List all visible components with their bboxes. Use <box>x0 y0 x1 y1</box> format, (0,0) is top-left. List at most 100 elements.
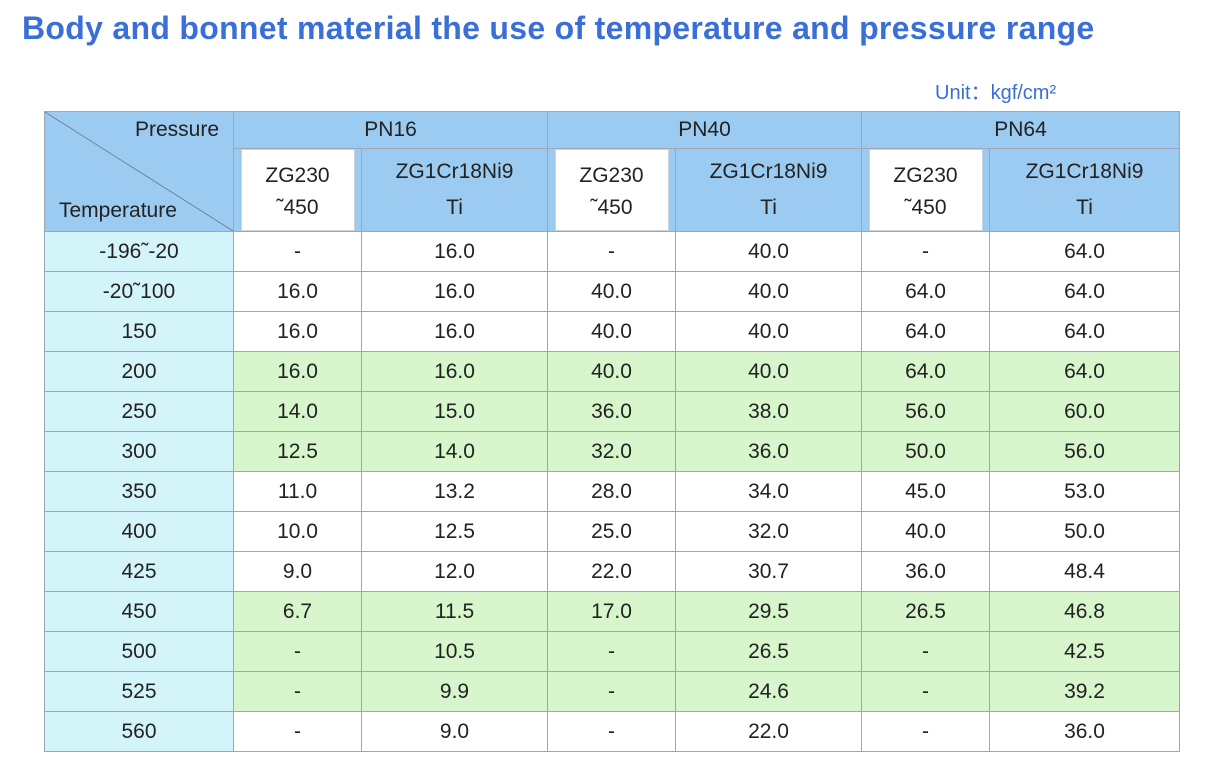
material-line-1: ZG1Cr18Ni9 <box>395 160 514 183</box>
group-header-pn64: PN64 <box>861 111 1180 149</box>
pressure-value-cell: - <box>233 631 362 672</box>
table-row: 400 10.0 12.5 25.0 32.0 40.0 50.0 <box>44 511 1180 552</box>
pressure-value-cell: 38.0 <box>675 391 862 432</box>
pressure-value-cell: 46.8 <box>989 591 1180 632</box>
group-header-pn16: PN16 <box>233 111 548 149</box>
pressure-value-cell: - <box>861 671 990 712</box>
pressure-value-cell: 17.0 <box>547 591 676 632</box>
pressure-value-cell: 56.0 <box>861 391 990 432</box>
unit-label: Unit：kgf/cm² <box>935 82 1057 104</box>
diagonal-divider <box>45 112 233 231</box>
material-header: ZG1Cr18Ni9 Ti <box>361 148 548 232</box>
pressure-value-cell: 40.0 <box>675 311 862 352</box>
pressure-value-cell: - <box>861 631 990 672</box>
table-row: 350 11.0 13.2 28.0 34.0 45.0 53.0 <box>44 471 1180 512</box>
temperature-cell: 450 <box>44 591 234 632</box>
pressure-value-cell: 40.0 <box>675 271 862 312</box>
material-line-1: ZG230 <box>265 164 330 187</box>
table-row: 560-9.0-22.0-36.0 <box>44 711 1180 752</box>
table-row: -196˜-20-16.0-40.0-64.0 <box>44 231 1180 272</box>
temperature-cell: 560 <box>44 711 234 752</box>
table-row: 425 9.0 12.0 22.0 30.7 36.0 48.4 <box>44 551 1180 592</box>
table-row: 525-9.9-24.6-39.2 <box>44 671 1180 712</box>
temperature-cell: -196˜-20 <box>44 231 234 272</box>
temperature-cell: 200 <box>44 351 234 392</box>
pressure-value-cell: 32.0 <box>675 511 862 552</box>
pressure-value-cell: 16.0 <box>233 271 362 312</box>
pressure-value-cell: 11.5 <box>361 591 548 632</box>
table-row: 250 14.0 15.0 36.0 38.0 56.0 60.0 <box>44 391 1180 432</box>
pressure-value-cell: 40.0 <box>547 311 676 352</box>
pressure-value-cell: 12.5 <box>233 431 362 472</box>
pressure-value-cell: - <box>233 671 362 712</box>
page-title: Body and bonnet material the use of temp… <box>22 10 1095 46</box>
pressure-value-cell: 40.0 <box>547 271 676 312</box>
material-line-2: Ti <box>446 196 463 219</box>
pressure-value-cell: - <box>233 231 362 272</box>
material-header: ZG230 ˜450 <box>233 148 362 232</box>
pressure-value-cell: 24.6 <box>675 671 862 712</box>
pressure-value-cell: - <box>547 711 676 752</box>
pressure-value-cell: 14.0 <box>233 391 362 432</box>
temperature-cell: 350 <box>44 471 234 512</box>
pressure-value-cell: 16.0 <box>361 311 548 352</box>
material-line-1: ZG1Cr18Ni9 <box>709 160 828 183</box>
pressure-value-cell: 64.0 <box>861 311 990 352</box>
table-row: 150 16.0 16.0 40.0 40.0 64.0 64.0 <box>44 311 1180 352</box>
corner-temperature-label: Temperature <box>59 199 177 222</box>
pressure-value-cell: 36.0 <box>675 431 862 472</box>
pressure-value-cell: 14.0 <box>361 431 548 472</box>
table-row: 200 16.0 16.0 40.0 40.0 64.0 64.0 <box>44 351 1180 392</box>
pressure-value-cell: 9.9 <box>361 671 548 712</box>
pressure-value-cell: 40.0 <box>675 231 862 272</box>
pressure-value-cell: 16.0 <box>361 231 548 272</box>
temperature-cell: 525 <box>44 671 234 712</box>
temperature-cell: -20˜100 <box>44 271 234 312</box>
pressure-value-cell: 11.0 <box>233 471 362 512</box>
table-row: 300 12.5 14.0 32.0 36.0 50.0 56.0 <box>44 431 1180 472</box>
material-line-1: ZG1Cr18Ni9 <box>1025 160 1144 183</box>
material-header: ZG1Cr18Ni9 Ti <box>675 148 862 232</box>
temperature-cell: 400 <box>44 511 234 552</box>
pressure-value-cell: 48.4 <box>989 551 1180 592</box>
material-line-1: ZG230 <box>579 164 644 187</box>
pressure-value-cell: 50.0 <box>989 511 1180 552</box>
pressure-temperature-table: Pressure Temperature PN16 PN40 PN64 ZG23… <box>44 111 1180 752</box>
pressure-value-cell: 40.0 <box>547 351 676 392</box>
pressure-value-cell: 22.0 <box>547 551 676 592</box>
pressure-value-cell: 40.0 <box>675 351 862 392</box>
material-line-1: ZG230 <box>893 164 958 187</box>
group-header-pn40: PN40 <box>547 111 862 149</box>
pressure-value-cell: - <box>861 231 990 272</box>
pressure-value-cell: 42.5 <box>989 631 1180 672</box>
pressure-value-cell: 30.7 <box>675 551 862 592</box>
pressure-value-cell: 64.0 <box>861 351 990 392</box>
pressure-value-cell: 22.0 <box>675 711 862 752</box>
pressure-value-cell: 40.0 <box>861 511 990 552</box>
pressure-value-cell: 16.0 <box>233 311 362 352</box>
pressure-value-cell: 34.0 <box>675 471 862 512</box>
pressure-value-cell: 64.0 <box>989 311 1180 352</box>
temperature-cell: 250 <box>44 391 234 432</box>
temperature-cell: 300 <box>44 431 234 472</box>
pressure-value-cell: 16.0 <box>361 271 548 312</box>
pressure-value-cell: 60.0 <box>989 391 1180 432</box>
pressure-value-cell: 26.5 <box>675 631 862 672</box>
pressure-value-cell: - <box>547 631 676 672</box>
pressure-value-cell: 50.0 <box>861 431 990 472</box>
pressure-value-cell: - <box>547 231 676 272</box>
material-line-2: Ti <box>760 196 777 219</box>
temperature-cell: 425 <box>44 551 234 592</box>
pressure-value-cell: 9.0 <box>361 711 548 752</box>
pressure-value-cell: 9.0 <box>233 551 362 592</box>
pressure-value-cell: 53.0 <box>989 471 1180 512</box>
material-line-2: ˜450 <box>904 196 947 219</box>
corner-pressure-label: Pressure <box>134 118 219 141</box>
pressure-value-cell: 56.0 <box>989 431 1180 472</box>
material-header: ZG230 ˜450 <box>547 148 676 232</box>
pressure-value-cell: 15.0 <box>361 391 548 432</box>
pressure-value-cell: 45.0 <box>861 471 990 512</box>
pressure-value-cell: 16.0 <box>361 351 548 392</box>
pressure-value-cell: 25.0 <box>547 511 676 552</box>
material-header: ZG230 ˜450 <box>861 148 990 232</box>
